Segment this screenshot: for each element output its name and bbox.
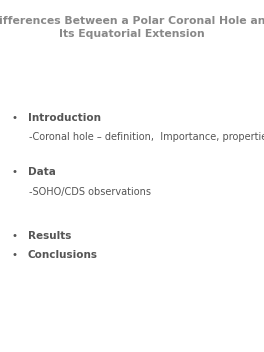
Text: Conclusions: Conclusions [28, 250, 98, 260]
Text: -Coronal hole – definition,  Importance, properties: -Coronal hole – definition, Importance, … [29, 132, 264, 142]
Text: Data: Data [28, 168, 56, 177]
Text: •: • [12, 168, 17, 177]
Text: •: • [12, 250, 17, 260]
Text: Introduction: Introduction [28, 113, 101, 123]
Text: Results: Results [28, 231, 71, 241]
Text: Differences Between a Polar Coronal Hole and
Its Equatorial Extension: Differences Between a Polar Coronal Hole… [0, 16, 264, 39]
Text: •: • [12, 231, 17, 241]
Text: -SOHO/CDS observations: -SOHO/CDS observations [29, 187, 151, 197]
Text: •: • [12, 113, 17, 123]
